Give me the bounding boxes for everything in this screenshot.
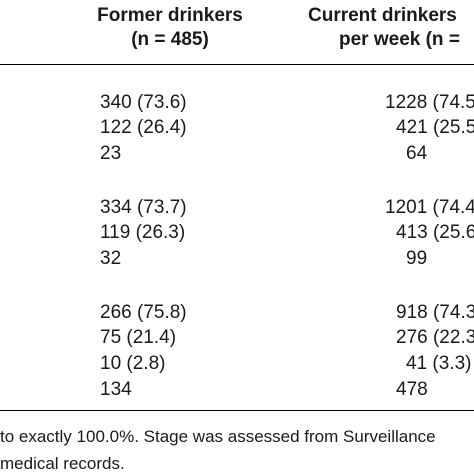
table-cell-former: 119 (26.3) xyxy=(100,222,186,243)
col-header-current-line1: Current drinkers xyxy=(308,5,457,26)
col-header-former-line2: (n = 485) xyxy=(131,29,209,50)
header-rule xyxy=(0,64,474,65)
table-cell-former: 340 (73.6) xyxy=(100,92,187,113)
table-cell-former: 23 xyxy=(100,143,122,164)
table-cell-current: 276 (22.3 xyxy=(396,327,474,348)
table-cell-current: 1228 (74.5 xyxy=(385,92,474,113)
col-header-current-line2: per week (n = xyxy=(339,29,460,50)
table-cell-former: 122 (26.4) xyxy=(100,117,187,138)
table-cell-current: 41 (3.3) xyxy=(406,353,472,374)
table-cell-former: 75 (21.4) xyxy=(100,327,177,348)
table-cell-current: 918 (74.3 xyxy=(396,302,474,323)
footer-rule xyxy=(0,410,474,411)
table-cell-current: 99 xyxy=(406,248,428,269)
table-cell-former: 10 (2.8) xyxy=(100,353,166,374)
table-cell-former: 266 (75.8) xyxy=(100,302,187,323)
col-header-former-line1: Former drinkers xyxy=(97,5,243,26)
table-cell-current: 1201 (74.4 xyxy=(385,197,474,218)
footnote-line2: medical records. xyxy=(0,454,125,473)
footnote-line1: to exactly 100.0%. Stage was assessed fr… xyxy=(0,427,436,446)
table-cell-former: 334 (73.7) xyxy=(100,197,187,218)
col-header-current: Current drinkers per week (n = xyxy=(308,4,460,52)
table-cell-current: 64 xyxy=(406,143,428,164)
col-header-former: Former drinkers (n = 485) xyxy=(80,4,260,52)
table-cell-current: 478 xyxy=(396,379,428,400)
table-cell-current: 421 (25.5 xyxy=(396,117,474,138)
table-cell-former: 32 xyxy=(100,248,122,269)
table-cell-former: 134 xyxy=(100,379,132,400)
table-cell-current: 413 (25.6 xyxy=(396,222,474,243)
